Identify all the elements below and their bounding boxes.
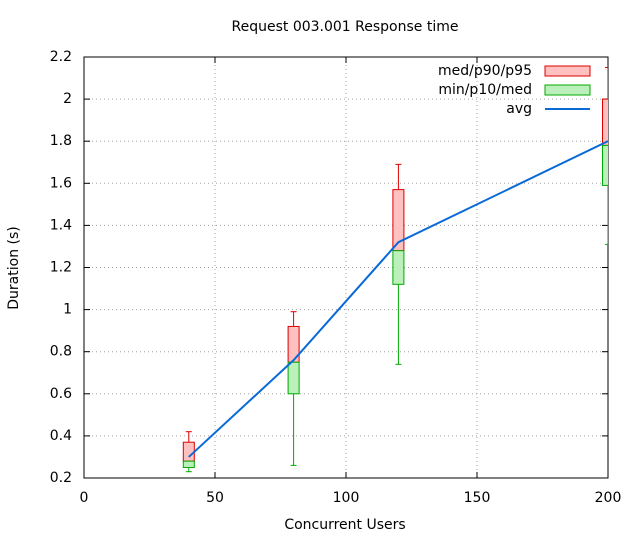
lower-box bbox=[602, 144, 608, 186]
y-tick-label: 2 bbox=[63, 91, 72, 107]
lower-box bbox=[287, 361, 300, 395]
x-tick-label: 200 bbox=[595, 490, 622, 506]
x-tick-label: 150 bbox=[464, 490, 491, 506]
y-axis-label: Duration (s) bbox=[6, 226, 22, 309]
y-tick-label: 1.8 bbox=[50, 133, 72, 149]
upper-box bbox=[182, 441, 195, 462]
upper-box bbox=[602, 98, 608, 146]
y-tick-label: 1 bbox=[63, 302, 72, 318]
avg-line bbox=[188, 140, 608, 458]
plot-area bbox=[182, 67, 608, 473]
x-tick-label: 50 bbox=[206, 490, 224, 506]
lower-box bbox=[392, 250, 405, 285]
legend-label: med/p90/p95 bbox=[438, 63, 532, 79]
y-tick-label: 1.6 bbox=[50, 175, 72, 191]
y-tick-label: 0.6 bbox=[50, 386, 72, 402]
y-tick-label: 0.2 bbox=[50, 470, 72, 486]
plot-border bbox=[83, 56, 609, 479]
y-tick-label: 1.2 bbox=[50, 260, 72, 276]
y-tick-label: 2.2 bbox=[50, 49, 72, 65]
legend-label: min/p10/med bbox=[438, 82, 532, 98]
legend-label: avg bbox=[506, 101, 532, 117]
legend-swatch bbox=[544, 84, 591, 96]
x-tick-label: 0 bbox=[80, 490, 89, 506]
legend-swatch bbox=[544, 65, 591, 77]
x-axis-label: Concurrent Users bbox=[284, 517, 405, 533]
y-tick-label: 0.4 bbox=[50, 428, 72, 444]
chart-title: Request 003.001 Response time bbox=[232, 19, 459, 35]
y-tick-label: 0.8 bbox=[50, 344, 72, 360]
y-tick-label: 1.4 bbox=[50, 217, 72, 233]
lower-box bbox=[182, 460, 195, 468]
x-tick-label: 100 bbox=[333, 490, 360, 506]
